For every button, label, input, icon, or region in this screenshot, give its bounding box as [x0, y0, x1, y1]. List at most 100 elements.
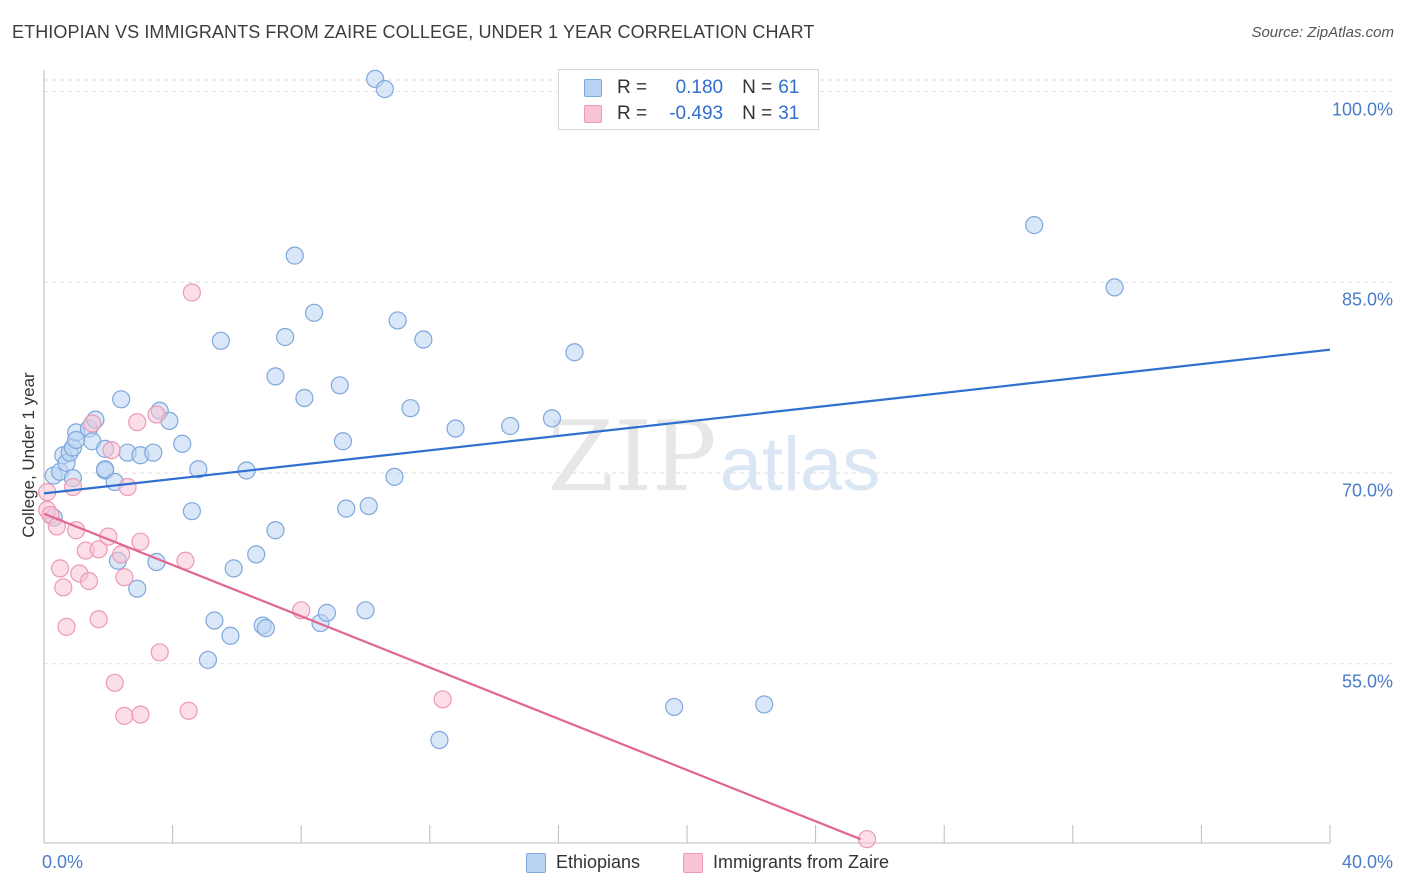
ethiopians-point	[330, 376, 349, 395]
zaire-point	[115, 706, 134, 725]
axes	[43, 70, 1331, 844]
ethiopians-point	[221, 626, 240, 645]
ethiopians-point	[266, 521, 285, 540]
r-label: R =	[617, 103, 648, 124]
ethiopians-point	[665, 697, 684, 717]
legend-label-zaire: Immigrants from Zaire	[713, 852, 890, 872]
zaire-point	[857, 830, 877, 849]
swatch-ethiopians	[584, 79, 602, 97]
ethiopians-point	[565, 343, 584, 362]
y-tick-label: 85.0%	[1341, 289, 1393, 310]
data-points	[38, 69, 1124, 849]
legend-item-ethiopians[interactable]: Ethiopians	[526, 852, 640, 873]
ethiopians-point	[95, 460, 115, 479]
ethiopians-point	[182, 502, 201, 521]
zaire-point	[131, 532, 150, 551]
ethiopians-point	[356, 601, 375, 620]
ethiopians-point	[295, 388, 314, 408]
chart-title: ETHIOPIAN VS IMMIGRANTS FROM ZAIRE COLLE…	[12, 22, 815, 42]
legend-label-ethiopians: Ethiopians	[556, 852, 641, 872]
zaire-point	[63, 477, 83, 497]
zaire-point	[179, 701, 198, 720]
ethiopians-point	[375, 79, 394, 99]
stats-box: R = 0.180 N = 61 R = -0.493 N = 31	[558, 69, 819, 130]
ethiopians-point	[388, 311, 407, 330]
zaire-point	[128, 413, 147, 432]
r-value-zaire: -0.493	[669, 103, 724, 124]
ethiopians-point	[333, 432, 353, 451]
gridlines	[44, 79, 1395, 665]
zaire-point	[150, 643, 169, 662]
n-label: N =	[742, 77, 773, 98]
ethiopians-point	[128, 579, 147, 598]
zaire-point	[433, 690, 452, 709]
n-label: N =	[742, 103, 773, 124]
legend-swatch-zaire	[683, 852, 703, 873]
zaire-point	[115, 568, 134, 587]
ethiopians-point	[276, 327, 295, 347]
ethiopians-point	[198, 650, 218, 670]
zaire-point	[147, 405, 166, 424]
r-value-ethiopians: 0.180	[675, 77, 724, 98]
ethiopians-point	[205, 611, 224, 630]
ethiopians-point	[189, 460, 208, 479]
ethiopians-point	[285, 246, 304, 265]
ethiopians-point	[266, 367, 285, 386]
ethiopians-point	[446, 419, 465, 438]
ethiopians-point	[359, 496, 378, 516]
ethiopians-point	[256, 619, 275, 638]
zaire-point	[102, 441, 121, 460]
ethiopians-point	[542, 409, 562, 428]
zaire-trend-line	[43, 512, 862, 841]
ethiopians-point	[317, 603, 337, 622]
watermark-atlas: atlas	[720, 422, 881, 507]
ethiopians-point	[430, 730, 449, 750]
legend-swatch-ethiopians	[526, 852, 546, 873]
y-tick-label: 55.0%	[1341, 671, 1393, 692]
ethiopians-point	[1025, 216, 1044, 235]
stats-row-ethiopians: R = 0.180 N = 61	[584, 75, 799, 101]
zaire-point	[83, 414, 102, 433]
ethiopians-point	[144, 443, 163, 462]
stats-row-zaire: R = -0.493 N = 31	[584, 101, 799, 127]
ethiopians-point	[501, 416, 520, 436]
zaire-point	[54, 578, 73, 597]
ethiopians-point	[385, 467, 404, 486]
ethiopians-point	[247, 545, 266, 564]
n-value-zaire: 31	[778, 103, 800, 124]
ethiopians-point	[211, 331, 230, 350]
zaire-point	[50, 559, 70, 578]
zaire-point	[57, 617, 76, 636]
zaire-point	[182, 283, 201, 302]
x-tick-max: 40.0%	[1341, 852, 1393, 872]
ethiopians-point	[112, 390, 131, 409]
zaire-point	[112, 545, 131, 564]
swatch-zaire	[584, 105, 602, 123]
watermark-zip: ZIP	[547, 401, 716, 513]
zaire-point	[89, 610, 108, 629]
x-tick-min: 0.0%	[42, 852, 84, 872]
ethiopians-point	[304, 303, 324, 322]
source-credit: Source: ZipAtlas.com	[1251, 24, 1394, 41]
y-tick-label: 100.0%	[1331, 99, 1393, 120]
zaire-point	[105, 673, 124, 692]
zaire-point	[118, 477, 137, 497]
y-tick-label: 70.0%	[1341, 480, 1393, 501]
r-label: R =	[617, 77, 648, 98]
legend: Ethiopians Immigrants from Zaire	[0, 852, 1406, 878]
trend-lines	[43, 348, 1331, 841]
ethiopians-point	[337, 499, 356, 518]
ethiopians-point	[401, 399, 420, 418]
n-value-ethiopians: 61	[778, 77, 800, 98]
zaire-point	[131, 705, 150, 724]
zaire-point	[79, 571, 99, 591]
ethiopians-trend-line	[43, 348, 1331, 495]
ethiopians-point	[1105, 278, 1124, 297]
ethiopians-point	[224, 559, 243, 578]
zaire-point	[89, 540, 108, 559]
ethiopians-point	[755, 695, 774, 714]
ethiopians-point	[173, 434, 192, 453]
ethiopians-point	[414, 330, 433, 349]
legend-item-zaire[interactable]: Immigrants from Zaire	[683, 852, 889, 873]
